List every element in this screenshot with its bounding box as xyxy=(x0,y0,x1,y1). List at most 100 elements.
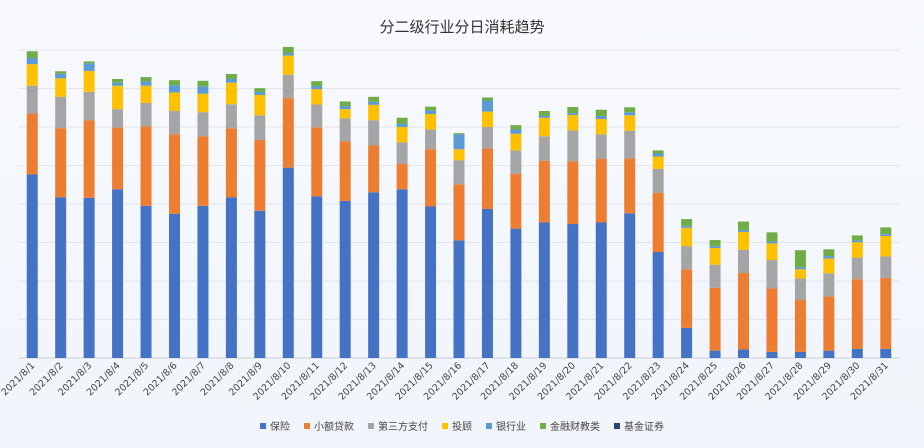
bar-segment[interactable] xyxy=(738,232,750,250)
bar-segment[interactable] xyxy=(481,100,493,112)
bar-segment[interactable] xyxy=(368,101,380,105)
bar-segment[interactable] xyxy=(254,210,266,358)
bar-segment[interactable] xyxy=(311,127,323,197)
bar-segment[interactable] xyxy=(652,150,664,154)
bar-segment[interactable] xyxy=(26,58,38,65)
bar-segment[interactable] xyxy=(339,118,351,142)
bar-segment[interactable] xyxy=(851,235,863,241)
bar-segment[interactable] xyxy=(55,73,67,79)
legend-item[interactable]: 保险 xyxy=(260,418,290,433)
bar-segment[interactable] xyxy=(83,120,95,198)
bar-segment[interactable] xyxy=(140,102,152,127)
bar-segment[interactable] xyxy=(425,110,437,115)
bar-segment[interactable] xyxy=(140,77,152,82)
bar-segment[interactable] xyxy=(624,213,636,358)
bar-segment[interactable] xyxy=(851,240,863,243)
bar-segment[interactable] xyxy=(709,350,721,358)
bar-segment[interactable] xyxy=(396,189,408,358)
bar-segment[interactable] xyxy=(851,242,863,258)
bar-segment[interactable] xyxy=(538,160,550,223)
bar-segment[interactable] xyxy=(624,130,636,159)
bar-segment[interactable] xyxy=(282,55,294,75)
bar-segment[interactable] xyxy=(140,126,152,206)
bar-segment[interactable] xyxy=(55,128,67,198)
bar-segment[interactable] xyxy=(652,156,664,169)
bar-segment[interactable] xyxy=(880,348,892,358)
bar-segment[interactable] xyxy=(595,109,607,116)
bar-segment[interactable] xyxy=(254,91,266,95)
bar-segment[interactable] xyxy=(396,117,408,124)
bar-segment[interactable] xyxy=(538,136,550,161)
bar-segment[interactable] xyxy=(339,109,351,119)
bar-segment[interactable] xyxy=(652,192,664,253)
bar-segment[interactable] xyxy=(595,115,607,119)
bar-segment[interactable] xyxy=(168,213,180,358)
bar-segment[interactable] xyxy=(510,173,522,229)
bar-segment[interactable] xyxy=(794,267,806,270)
bar-segment[interactable] xyxy=(26,64,38,86)
bar-segment[interactable] xyxy=(168,110,180,135)
bar-segment[interactable] xyxy=(794,278,806,301)
bar-segment[interactable] xyxy=(794,269,806,279)
bar-segment[interactable] xyxy=(880,234,892,237)
bar-segment[interactable] xyxy=(738,249,750,273)
bar-segment[interactable] xyxy=(453,149,465,161)
bar-segment[interactable] xyxy=(311,81,323,87)
bar-segment[interactable] xyxy=(681,327,693,358)
bar-segment[interactable] xyxy=(339,106,351,110)
bar-segment[interactable] xyxy=(709,240,721,247)
bar-segment[interactable] xyxy=(140,81,152,86)
bar-segment[interactable] xyxy=(168,85,180,93)
bar-segment[interactable] xyxy=(83,91,95,121)
bar-segment[interactable] xyxy=(197,86,209,94)
bar-segment[interactable] xyxy=(652,153,664,157)
bar-segment[interactable] xyxy=(453,160,465,185)
bar-segment[interactable] xyxy=(851,279,863,349)
bar-segment[interactable] xyxy=(766,260,778,289)
bar-segment[interactable] xyxy=(567,161,579,225)
bar-segment[interactable] xyxy=(112,127,124,190)
bar-segment[interactable] xyxy=(681,225,693,228)
bar-segment[interactable] xyxy=(55,78,67,97)
bar-segment[interactable] xyxy=(738,272,750,350)
bar-segment[interactable] xyxy=(538,115,550,118)
bar-segment[interactable] xyxy=(112,85,124,110)
bar-segment[interactable] xyxy=(624,107,636,113)
bar-segment[interactable] xyxy=(567,224,579,358)
bar-segment[interactable] xyxy=(481,97,493,101)
bar-segment[interactable] xyxy=(823,258,835,274)
bar-segment[interactable] xyxy=(368,120,380,146)
bar-segment[interactable] xyxy=(851,348,863,358)
bar-segment[interactable] xyxy=(26,174,38,358)
bar-segment[interactable] xyxy=(225,197,237,358)
bar-segment[interactable] xyxy=(197,136,209,206)
bar-segment[interactable] xyxy=(510,133,522,151)
bar-segment[interactable] xyxy=(567,106,579,114)
bar-segment[interactable] xyxy=(538,110,550,116)
bar-segment[interactable] xyxy=(425,149,437,207)
bar-segment[interactable] xyxy=(168,134,180,214)
bar-segment[interactable] xyxy=(567,114,579,131)
bar-segment[interactable] xyxy=(282,53,294,56)
bar-segment[interactable] xyxy=(83,61,95,64)
bar-segment[interactable] xyxy=(396,123,408,127)
bar-segment[interactable] xyxy=(538,222,550,358)
bar-segment[interactable] xyxy=(709,246,721,249)
legend-item[interactable]: 第三方支付 xyxy=(368,418,428,433)
bar-segment[interactable] xyxy=(766,288,778,352)
legend-item[interactable]: 金融财教类 xyxy=(540,418,600,433)
bar-segment[interactable] xyxy=(282,98,294,168)
legend-item[interactable]: 银行业 xyxy=(486,418,526,433)
legend-item[interactable]: 投顾 xyxy=(442,418,472,433)
bar-segment[interactable] xyxy=(112,82,124,86)
bar-segment[interactable] xyxy=(26,51,38,59)
bar-segment[interactable] xyxy=(681,246,693,270)
bar-segment[interactable] xyxy=(567,113,579,115)
bar-segment[interactable] xyxy=(794,250,806,268)
bar-segment[interactable] xyxy=(567,130,579,162)
bar-segment[interactable] xyxy=(823,350,835,358)
bar-segment[interactable] xyxy=(425,106,437,111)
bar-segment[interactable] xyxy=(652,252,664,358)
bar-segment[interactable] xyxy=(225,128,237,198)
bar-segment[interactable] xyxy=(396,163,408,190)
